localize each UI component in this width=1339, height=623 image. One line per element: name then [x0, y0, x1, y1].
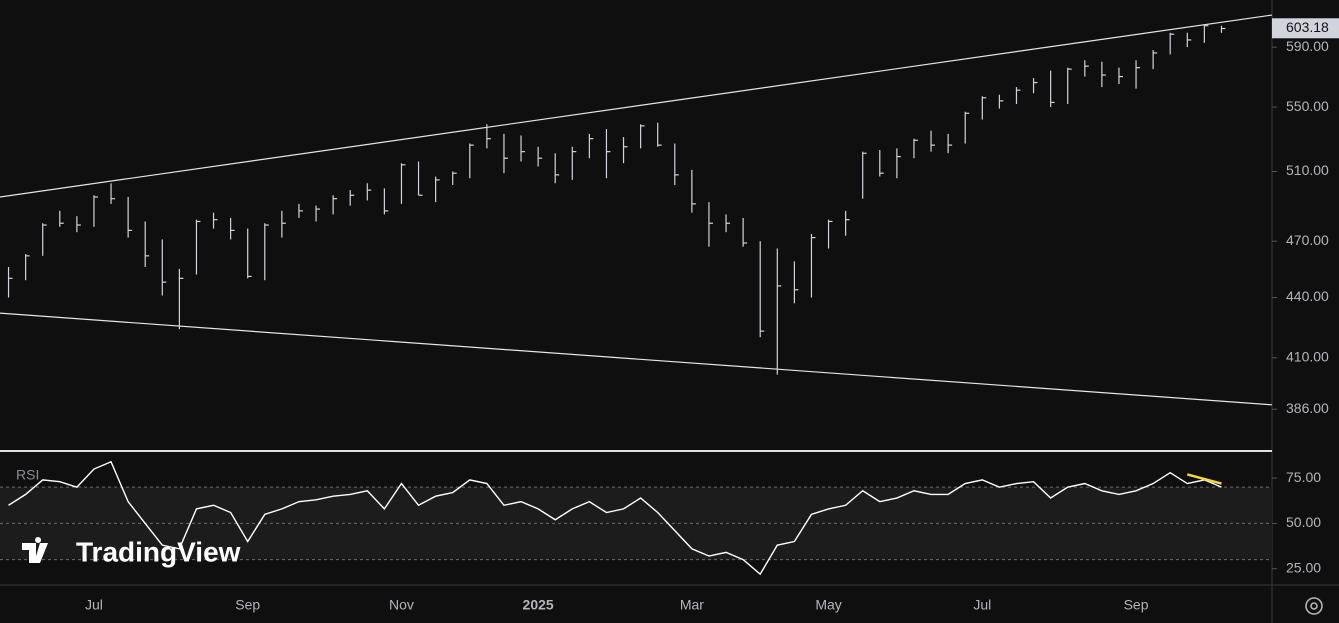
rsi-y-tick-label: 50.00: [1286, 514, 1321, 530]
rsi-y-tick-label: 25.00: [1286, 559, 1321, 575]
last-price-label: 603.18: [1286, 19, 1329, 35]
trend-line: [0, 312, 1273, 406]
settings-icon-center[interactable]: [1310, 602, 1318, 610]
watermark: TradingView: [76, 536, 241, 567]
trend-line: [0, 14, 1273, 198]
last-price-tag: [1272, 18, 1339, 39]
x-tick-label: Jul: [85, 597, 103, 613]
settings-icon[interactable]: [1305, 597, 1323, 615]
x-tick-label: Sep: [235, 597, 260, 613]
logo-mark: [22, 537, 48, 563]
rsi-divergence: [1186, 473, 1222, 485]
x-tick-label: Mar: [680, 597, 704, 613]
x-tick-label: Sep: [1124, 597, 1149, 613]
indicator-line: [8, 460, 1222, 576]
plot-layer: 386.00 410.00 440.00 470.00 510.00 550.00 590.…: [0, 14, 1339, 613]
y-tick-label: 470.00: [1286, 232, 1329, 248]
y-tick-label: 410.00: [1286, 348, 1329, 364]
indicator-title: RSI: [16, 467, 39, 483]
y-tick-label: 440.00: [1286, 288, 1329, 304]
x-tick-label: 2025: [523, 597, 554, 613]
y-tick-label: 386.00: [1286, 400, 1329, 416]
y-tick-label: 590.00: [1286, 38, 1329, 54]
y-tick-label: 510.00: [1286, 162, 1329, 178]
x-tick-label: May: [815, 597, 841, 613]
x-tick-label: Jul: [973, 597, 991, 613]
logo: TradingView: [22, 536, 241, 567]
x-tick-label: Nov: [389, 597, 414, 613]
y-tick-label: 550.00: [1286, 98, 1329, 114]
rsi-y-tick-label: 75.00: [1286, 469, 1321, 485]
settings-button[interactable]: [1305, 597, 1323, 615]
